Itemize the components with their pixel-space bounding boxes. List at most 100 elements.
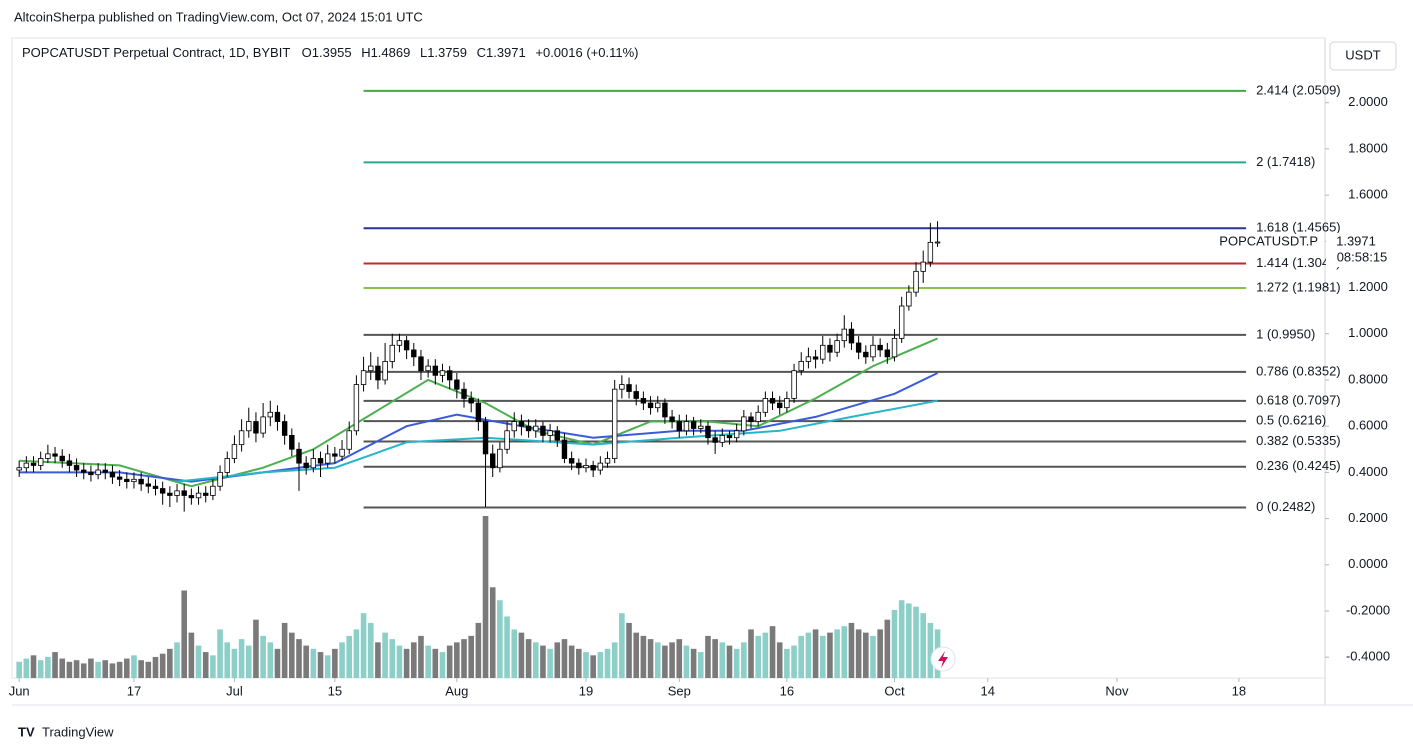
candle-body	[461, 388, 467, 399]
currency-box[interactable]	[1329, 41, 1397, 71]
candle-body	[934, 241, 941, 244]
candle-body	[310, 458, 317, 469]
candle-body	[698, 425, 704, 429]
volume-bar	[324, 655, 331, 678]
candle-body	[30, 462, 37, 466]
volume-bar	[432, 648, 439, 678]
volume-bar	[138, 660, 144, 678]
candle-body	[317, 458, 324, 464]
volume-bar	[619, 613, 625, 678]
volume-bar	[123, 658, 130, 678]
volume-bar	[59, 658, 66, 678]
candle-body	[777, 402, 783, 409]
y-tick-label: 0.6000	[1348, 418, 1388, 433]
candle-body	[224, 458, 230, 473]
close-label: C	[477, 45, 486, 60]
candle-body	[619, 384, 625, 390]
x-tick-label: 19	[579, 683, 593, 698]
volume-bar	[489, 587, 496, 678]
volume-bar	[705, 635, 711, 678]
lightning-glyph	[938, 651, 948, 668]
volume-bar	[769, 626, 776, 678]
volume-bar	[425, 645, 431, 678]
x-tick-label: Aug	[445, 683, 468, 698]
candle-body	[210, 485, 216, 496]
candle-body	[475, 402, 482, 422]
volume-bar	[159, 653, 166, 678]
x-tick-label: 15	[328, 683, 342, 698]
volume-bar	[296, 639, 302, 678]
candle-body	[159, 488, 166, 494]
candle-body	[281, 421, 288, 436]
volume-bar	[181, 590, 187, 678]
volume-bar	[353, 629, 360, 678]
volume-bar	[145, 661, 152, 678]
x-tick-label: Jun	[9, 683, 30, 698]
candle-body	[274, 411, 281, 422]
y-tick-label: 1.8000	[1348, 140, 1388, 155]
volume-bar	[454, 642, 460, 678]
volume-bar	[238, 639, 245, 678]
y-tick-label: 0.4000	[1348, 464, 1388, 479]
volume-bar	[884, 619, 891, 678]
volume-bar	[245, 645, 252, 678]
volume-bar	[640, 635, 647, 678]
volume-bar	[267, 642, 274, 678]
candle-body	[805, 356, 812, 362]
candle-body	[669, 416, 675, 422]
x-tick-label: 18	[1232, 683, 1246, 698]
x-tick-label: Nov	[1105, 683, 1129, 698]
currency[interactable]: USDT	[1345, 47, 1380, 62]
candle-body	[217, 471, 223, 487]
volume-bar	[23, 658, 30, 678]
candle-body	[353, 384, 360, 432]
candle-body	[834, 340, 840, 353]
candle-body	[102, 469, 108, 473]
author: AltcoinSherpa published on TradingView.c…	[14, 9, 423, 24]
volume-bar	[45, 656, 51, 678]
change: +0.0016 (+0.11%)	[535, 45, 638, 60]
volume-bar	[927, 622, 934, 678]
volume-bar	[346, 635, 353, 678]
volume-bar	[762, 632, 769, 678]
low: 1.3759	[427, 45, 467, 60]
volume-bar	[367, 622, 374, 678]
volume-bar	[532, 642, 539, 678]
candle-body	[346, 430, 352, 450]
candle-body	[511, 421, 517, 432]
candle-body	[389, 344, 395, 362]
volume-bar	[913, 606, 919, 678]
candle-body	[762, 398, 769, 413]
volume-bar	[511, 629, 518, 678]
candle-body	[382, 361, 388, 381]
candle-body	[597, 462, 604, 471]
volume-bar	[289, 632, 295, 678]
fib-label: 0.236 (0.4245)	[1256, 458, 1341, 473]
volume-bar	[217, 629, 223, 678]
volume-bar	[339, 642, 345, 678]
volume-bar	[554, 642, 561, 678]
volume-bar	[748, 629, 754, 678]
low-label: L	[420, 45, 427, 60]
candle-body	[109, 471, 116, 478]
candle-body	[748, 416, 754, 422]
fib-label: 1.272 (1.1981)	[1256, 279, 1341, 294]
candle-body	[260, 416, 266, 434]
candle-body	[741, 416, 747, 432]
candle-body	[640, 398, 647, 404]
volume-bar	[37, 660, 44, 678]
volume-bar	[73, 660, 80, 678]
volume-bar	[482, 516, 489, 678]
x-tick-label: 17	[127, 683, 141, 698]
brand-logo: TV	[18, 724, 35, 739]
volume-bar	[791, 645, 797, 678]
volume-bar	[697, 652, 704, 678]
candle-body	[561, 439, 568, 459]
volume-bar	[224, 642, 231, 678]
volume-bar	[303, 645, 309, 678]
volume-bar	[604, 648, 611, 678]
candle-body	[37, 458, 44, 466]
x-tick-label: Sep	[668, 683, 691, 698]
candle-body	[798, 361, 804, 372]
